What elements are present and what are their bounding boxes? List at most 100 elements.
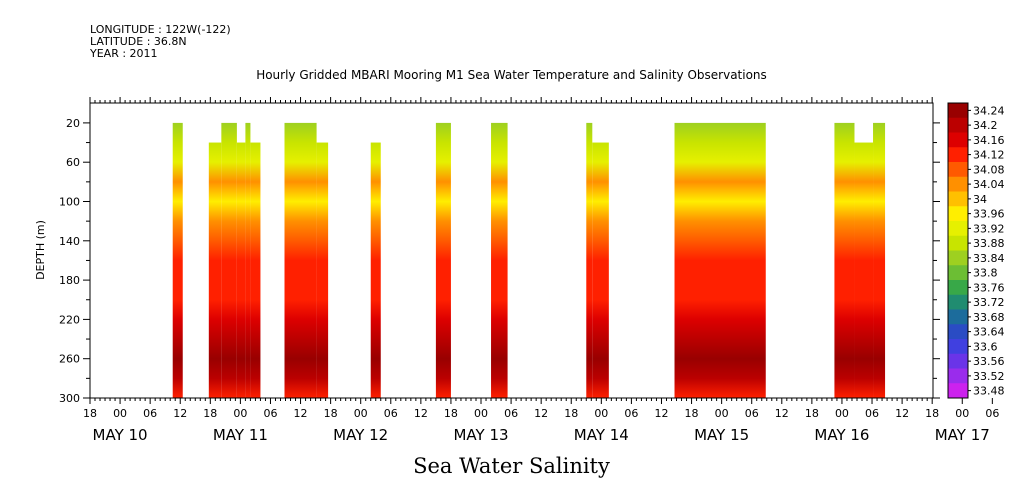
y-axis-label: DEPTH (m): [34, 220, 47, 280]
colorbar-swatch: [948, 235, 968, 251]
x-tick-label: 18: [564, 407, 578, 420]
data-segment: [208, 142, 222, 398]
y-tick-label: 180: [59, 274, 80, 287]
x-day-label: MAY 12: [333, 426, 388, 444]
y-tick-label: 260: [59, 353, 80, 366]
x-tick-label: 00: [955, 407, 969, 420]
x-day-label: MAY 14: [574, 426, 629, 444]
colorbar-label: 33.88: [973, 237, 1005, 250]
colorbar-swatch: [948, 132, 968, 148]
x-tick-label: 06: [745, 407, 759, 420]
x-tick-label: 00: [354, 407, 368, 420]
x-tick-label: 12: [414, 407, 428, 420]
colorbar-label: 33.72: [973, 296, 1005, 309]
x-tick-label: 12: [534, 407, 548, 420]
x-tick-label: 18: [925, 407, 939, 420]
y-tick-label: 300: [59, 392, 80, 405]
data-segment: [592, 142, 609, 398]
year-label: YEAR : 2011: [90, 47, 158, 60]
x-tick-label: 12: [775, 407, 789, 420]
colorbar-swatch: [948, 265, 968, 281]
x-day-label: MAY 11: [213, 426, 268, 444]
x-tick-label: 12: [173, 407, 187, 420]
x-tick-label: 18: [324, 407, 338, 420]
data-segment: [834, 122, 855, 399]
y-tick-label: 140: [59, 235, 80, 248]
colorbar-swatch: [948, 162, 968, 178]
colorbar-label: 33.48: [973, 385, 1005, 398]
colorbar-swatch: [948, 176, 968, 192]
x-tick-label: 00: [113, 407, 127, 420]
x-tick-label: 00: [594, 407, 608, 420]
colorbar-swatch: [948, 250, 968, 266]
colorbar-label: 33.68: [973, 311, 1005, 324]
x-tick-label: 06: [384, 407, 398, 420]
y-tick-label: 60: [66, 156, 80, 169]
x-tick-label: 00: [835, 407, 849, 420]
data-segment: [674, 122, 766, 399]
data-segment: [250, 142, 261, 398]
latitude-label: LATITUDE : 36.8N: [90, 35, 187, 48]
data-segment: [236, 142, 246, 398]
x-tick-label: 18: [685, 407, 699, 420]
footer-label: Sea Water Salinity: [413, 454, 610, 478]
colorbar-label: 34: [973, 193, 987, 206]
colorbar-swatch: [948, 280, 968, 296]
x-tick-label: 06: [865, 407, 879, 420]
x-tick-label: 06: [143, 407, 157, 420]
colorbar-label: 34.16: [973, 134, 1005, 147]
x-day-label: MAY 17: [935, 426, 990, 444]
colorbar-swatch: [948, 383, 968, 399]
colorbar-label: 34.2: [973, 119, 998, 132]
data-segment: [586, 122, 593, 399]
x-tick-label: 00: [715, 407, 729, 420]
x-day-label: MAY 16: [814, 426, 869, 444]
data-segment: [316, 142, 329, 398]
data-segment: [435, 122, 451, 399]
colorbar-swatch: [948, 353, 968, 369]
x-day-label: MAY 13: [453, 426, 508, 444]
colorbar-label: 34.12: [973, 149, 1005, 162]
x-tick-label: 06: [504, 407, 518, 420]
x-tick-label: 06: [985, 407, 999, 420]
x-tick-label: 00: [474, 407, 488, 420]
data-segment: [245, 122, 251, 399]
colorbar-label: 34.04: [973, 178, 1005, 191]
colorbar-label: 33.56: [973, 355, 1005, 368]
chart-title: Hourly Gridded MBARI Mooring M1 Sea Wate…: [256, 68, 767, 82]
colorbar-swatch: [948, 117, 968, 133]
colorbar-label: 34.08: [973, 163, 1005, 176]
colorbar-swatch: [948, 206, 968, 222]
x-tick-label: 06: [624, 407, 638, 420]
x-tick-label: 06: [263, 407, 277, 420]
colorbar-label: 33.84: [973, 252, 1005, 265]
longitude-label: LONGITUDE : 122W(-122): [90, 23, 231, 36]
colorbar-label: 33.8: [973, 267, 998, 280]
colorbar-swatch: [948, 221, 968, 237]
x-tick-label: 18: [805, 407, 819, 420]
colorbar-label: 33.96: [973, 208, 1005, 221]
colorbar-swatch: [948, 103, 968, 119]
colorbar-swatch: [948, 191, 968, 207]
colorbar-label: 33.64: [973, 326, 1005, 339]
colorbar-label: 34.24: [973, 104, 1005, 117]
data-segment: [172, 122, 183, 399]
x-tick-label: 12: [654, 407, 668, 420]
data-segment: [284, 122, 317, 399]
data-segments: [172, 122, 886, 399]
colorbar-label: 33.76: [973, 281, 1005, 294]
data-segment: [873, 122, 886, 399]
y-tick-label: 20: [66, 117, 80, 130]
colorbar-label: 33.52: [973, 370, 1005, 383]
y-tick-label: 100: [59, 196, 80, 209]
colorbar-frame: [947, 102, 969, 399]
x-tick-label: 18: [203, 407, 217, 420]
y-tick-label: 220: [59, 313, 80, 326]
x-tick-label: 00: [233, 407, 247, 420]
x-day-label: MAY 15: [694, 426, 749, 444]
colorbar-swatch: [948, 294, 968, 310]
data-segment: [370, 142, 381, 398]
colorbar-label: 33.92: [973, 222, 1005, 235]
